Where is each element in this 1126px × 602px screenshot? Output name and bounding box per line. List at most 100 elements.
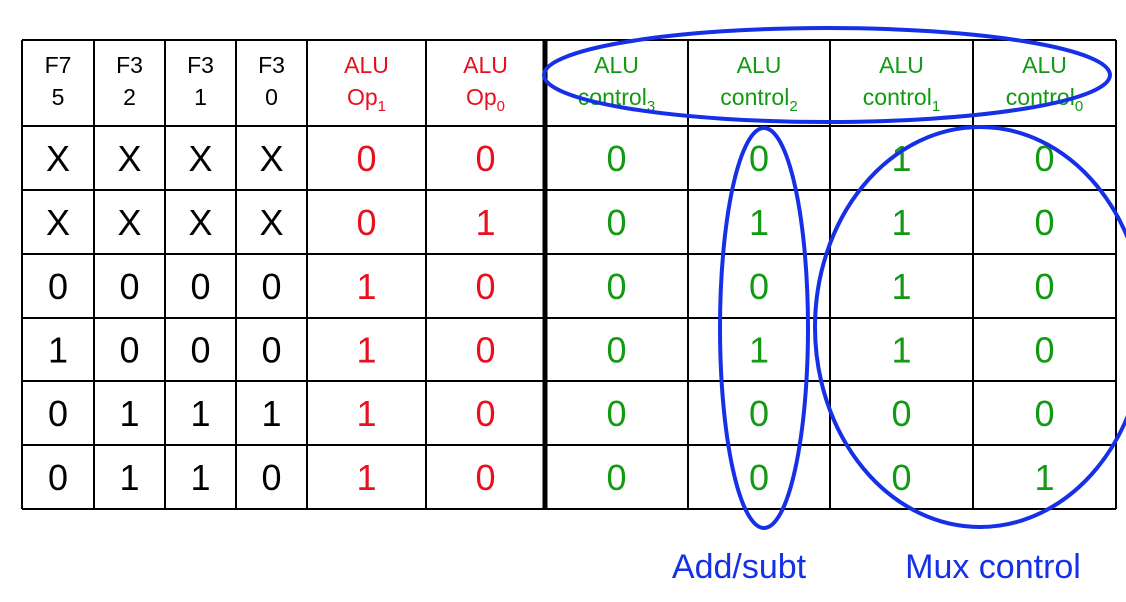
table-cell: 1 xyxy=(356,393,376,434)
table-cell: 0 xyxy=(606,138,626,179)
table-cell: 1 xyxy=(891,202,911,243)
table-cell: X xyxy=(259,202,283,243)
table-cell: 0 xyxy=(891,393,911,434)
table-cell: 0 xyxy=(1034,202,1054,243)
header-line1: ALU xyxy=(344,52,389,78)
table-cell: 1 xyxy=(749,330,769,371)
header-line2: 0 xyxy=(265,84,278,110)
table-cell: 0 xyxy=(475,138,495,179)
table-cell: 0 xyxy=(606,266,626,307)
table-cell: 0 xyxy=(1034,138,1054,179)
add-subt-oval xyxy=(718,126,810,530)
table-cell: 0 xyxy=(475,330,495,371)
header-cell-aluop0: ALU Op0 xyxy=(463,52,508,115)
table-cell: 1 xyxy=(891,266,911,307)
table-cell: 0 xyxy=(190,266,210,307)
header-line1: ALU xyxy=(737,52,782,78)
header-cell-f75: F75 xyxy=(45,52,72,110)
header-line1: ALU xyxy=(879,52,924,78)
table-row: X X X X 0 1 0 1 1 0 xyxy=(46,202,1055,243)
header-line1: F7 xyxy=(45,52,72,78)
mux-control-annotation: Mux control xyxy=(905,548,1081,586)
header-line2: control1 xyxy=(863,84,940,115)
table-cell: 0 xyxy=(475,266,495,307)
table-cell: 0 xyxy=(119,330,139,371)
table-cell: 0 xyxy=(749,266,769,307)
table-cell: 0 xyxy=(190,330,210,371)
mux-control-oval xyxy=(813,125,1126,529)
header-line2: Op1 xyxy=(347,84,386,115)
header-line2: 5 xyxy=(52,84,65,110)
table-cell: X xyxy=(188,202,212,243)
table-cell: 0 xyxy=(1034,330,1054,371)
table-cell: 1 xyxy=(356,330,376,371)
table-cell: 1 xyxy=(190,393,210,434)
table-cell: X xyxy=(117,138,141,179)
table-grid xyxy=(21,39,1117,510)
alu-control-header-oval xyxy=(542,26,1112,124)
table-cell: 0 xyxy=(48,266,68,307)
header-cell-aluop1: ALU Op1 xyxy=(344,52,389,115)
table-cell: 0 xyxy=(606,457,626,498)
header-cell-aluctl1: ALU control1 xyxy=(863,52,940,115)
table-row: X X X X 0 0 0 0 1 0 xyxy=(46,138,1055,179)
table-cell: X xyxy=(188,138,212,179)
header-line1: F3 xyxy=(258,52,285,78)
table-cell: 1 xyxy=(475,202,495,243)
table-cell: 1 xyxy=(119,457,139,498)
header-line1: F3 xyxy=(116,52,143,78)
table-cell: X xyxy=(117,202,141,243)
table-cell: X xyxy=(46,138,70,179)
table-cell: 1 xyxy=(356,266,376,307)
header-line2: 2 xyxy=(123,84,136,110)
table-row: 0 0 0 0 1 0 0 0 1 0 xyxy=(48,266,1055,307)
table-cell: 1 xyxy=(119,393,139,434)
table-cell: 1 xyxy=(749,202,769,243)
table-row: 1 0 0 0 1 0 0 1 1 0 xyxy=(48,330,1055,371)
header-cell-aluctl2: ALU control2 xyxy=(720,52,797,115)
header-cell-f30: F30 xyxy=(258,52,285,110)
table-cell: 0 xyxy=(48,393,68,434)
table-body: X X X X 0 0 0 0 1 0X X X X 0 1 0 1 1 00 0 0 0 1 0 0 0 1 01 0 0 0 1 0 0 1 1 0… xyxy=(46,138,1055,498)
table-cell: 0 xyxy=(475,457,495,498)
table-cell: 0 xyxy=(356,138,376,179)
table-cell: 0 xyxy=(356,202,376,243)
table-cell: X xyxy=(46,202,70,243)
table-cell: 0 xyxy=(475,393,495,434)
table-cell: 0 xyxy=(48,457,68,498)
table-cell: 0 xyxy=(261,330,281,371)
header-line1: F3 xyxy=(187,52,214,78)
header-line1: ALU xyxy=(594,52,639,78)
table-cell: X xyxy=(259,138,283,179)
header-line1: ALU xyxy=(463,52,508,78)
table-cell: 1 xyxy=(891,330,911,371)
header-cell-f32: F32 xyxy=(116,52,143,110)
table-cell: 0 xyxy=(891,457,911,498)
table-cell: 1 xyxy=(261,393,281,434)
table-header-row: F75F32F31F30ALUOp1ALUOp0ALUcontrol3ALUco… xyxy=(45,52,1084,115)
table-cell: 1 xyxy=(48,330,68,371)
table-cell: 0 xyxy=(261,457,281,498)
header-line1: ALU xyxy=(1022,52,1067,78)
table-cell: 0 xyxy=(119,266,139,307)
table-row: 0 1 1 0 1 0 0 0 0 1 xyxy=(48,457,1055,498)
header-line2: 1 xyxy=(194,84,207,110)
table-cell: 0 xyxy=(749,393,769,434)
table-cell: 1 xyxy=(891,138,911,179)
table-cell: 0 xyxy=(606,202,626,243)
table-row: 0 1 1 1 1 0 0 0 0 0 xyxy=(48,393,1055,434)
highlight-ovals xyxy=(542,26,1126,530)
table-cell: 1 xyxy=(356,457,376,498)
table-cell: 0 xyxy=(1034,393,1054,434)
table-cell: 0 xyxy=(606,393,626,434)
table-cell: 0 xyxy=(749,138,769,179)
table-cell: 0 xyxy=(261,266,281,307)
table-cell: 1 xyxy=(190,457,210,498)
table-cell: 0 xyxy=(749,457,769,498)
add-subt-annotation: Add/subt xyxy=(672,548,807,586)
table-cell: 0 xyxy=(606,330,626,371)
table-cell: 1 xyxy=(1034,457,1054,498)
header-cell-f31: F31 xyxy=(187,52,214,110)
